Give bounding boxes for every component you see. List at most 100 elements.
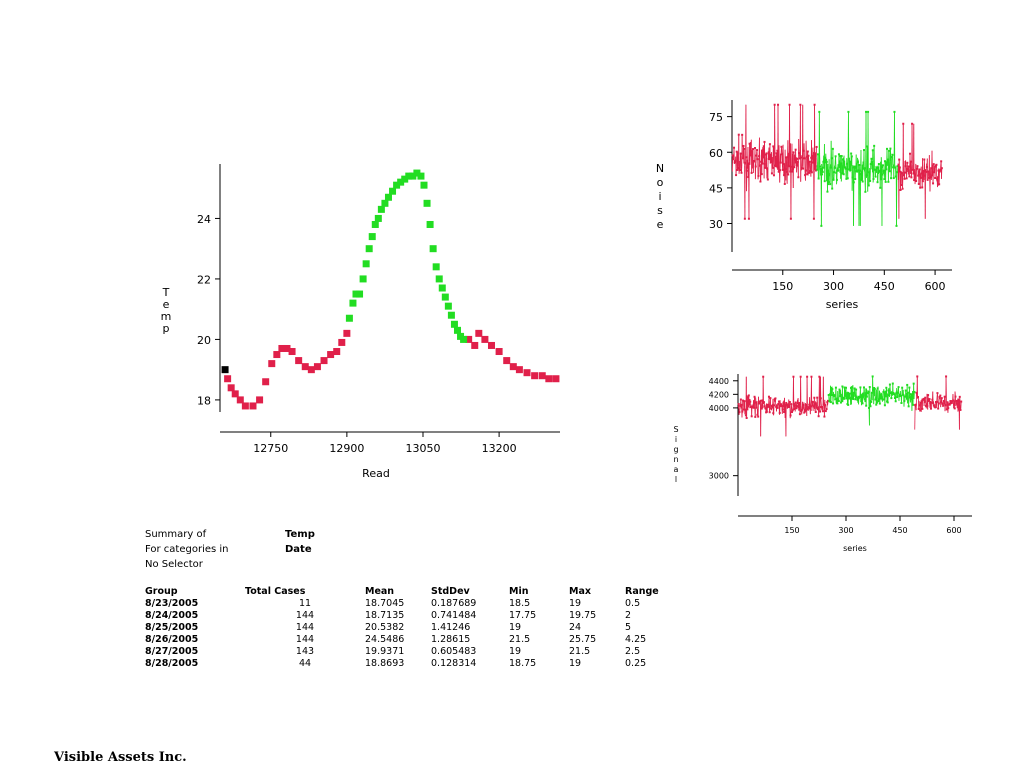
- series-point: [749, 154, 752, 157]
- series-point: [763, 405, 766, 408]
- cell-group: 8/26/2005: [145, 634, 199, 645]
- series-point: [812, 405, 815, 408]
- col-min: Min: [509, 585, 529, 597]
- cell-stddev: 0.187689: [431, 598, 477, 609]
- series-point: [904, 395, 907, 398]
- series-point: [849, 397, 852, 400]
- series-point: [826, 190, 829, 193]
- series-point: [756, 149, 759, 152]
- col-max: Max: [569, 585, 591, 597]
- series-point: [868, 406, 871, 409]
- series-point: [816, 153, 819, 156]
- y-axis-title-letter: N: [656, 162, 664, 175]
- series-point: [750, 171, 753, 174]
- series-point: [950, 401, 953, 404]
- y-axis-title-letter: i: [675, 435, 677, 444]
- series-point: [946, 401, 949, 404]
- series-point: [852, 166, 855, 169]
- col-total-cases: Total Cases: [245, 585, 306, 597]
- series-point: [739, 169, 742, 172]
- series-point: [923, 158, 926, 161]
- cell-total-cases: 44: [298, 658, 312, 669]
- series-point: [815, 145, 818, 148]
- series-point: [765, 152, 768, 155]
- series-point: [914, 403, 917, 406]
- series-point: [927, 170, 930, 173]
- cell-min: 18.75: [509, 658, 537, 669]
- series-point: [765, 410, 768, 413]
- series-point: [813, 103, 816, 106]
- data-point: [405, 172, 413, 180]
- series-point: [953, 407, 956, 410]
- data-point: [371, 220, 379, 228]
- data-point: [438, 284, 446, 292]
- x-tick-label: 12750: [253, 442, 288, 455]
- series-point: [821, 406, 824, 409]
- table-row: 8/28/2005 44 18.8693 0.128314 18.75 19 0…: [145, 658, 675, 670]
- series-point: [815, 406, 818, 409]
- series-point: [940, 160, 943, 163]
- temp-series: [224, 329, 560, 410]
- series-point: [773, 103, 776, 106]
- series-point: [903, 400, 906, 403]
- series-point: [825, 408, 828, 411]
- data-point: [320, 357, 328, 365]
- data-point: [447, 311, 455, 319]
- series-point: [884, 390, 887, 393]
- y-tick-label: 18: [197, 394, 211, 407]
- series-point: [922, 169, 925, 172]
- series-point: [919, 186, 922, 189]
- series-point: [881, 398, 884, 401]
- series-point: [801, 406, 804, 409]
- series-point: [791, 411, 793, 414]
- x-tick-label: 600: [925, 280, 946, 293]
- data-point: [278, 344, 286, 352]
- data-point: [227, 384, 235, 392]
- series-point: [786, 403, 789, 406]
- x-tick-label: 13050: [405, 442, 440, 455]
- y-tick-label: 75: [709, 111, 723, 124]
- series-point: [885, 168, 888, 171]
- series-point: [915, 180, 918, 183]
- series-point: [913, 390, 916, 393]
- series-point: [785, 401, 788, 404]
- col-stddev: StdDev: [431, 585, 470, 597]
- series-point: [905, 177, 908, 180]
- series-point: [893, 397, 896, 400]
- data-point: [417, 172, 425, 180]
- table-row: 8/23/2005 11 18.7045 0.187689 18.5 19 0.…: [145, 598, 675, 610]
- data-point: [338, 338, 346, 346]
- data-point: [221, 366, 229, 374]
- series-point: [891, 382, 894, 385]
- data-point: [426, 220, 434, 228]
- y-tick-label: 45: [709, 182, 723, 195]
- y-axis-title-letter: e: [657, 218, 664, 231]
- series-point: [760, 160, 763, 163]
- series-point: [858, 163, 861, 166]
- y-axis-title-letter: S: [673, 425, 678, 434]
- series-point: [897, 163, 900, 166]
- series-point: [830, 393, 833, 396]
- series-point: [863, 398, 866, 401]
- data-point: [420, 181, 428, 189]
- x-axis-title: series: [826, 298, 859, 311]
- series-point: [762, 145, 765, 148]
- series-point: [866, 145, 869, 148]
- data-point: [460, 335, 468, 343]
- series-point: [732, 158, 735, 161]
- series-point: [926, 178, 929, 181]
- series-point: [762, 148, 765, 151]
- series-point: [776, 406, 779, 409]
- cell-min: 17.75: [509, 610, 537, 621]
- table-row: 8/25/2005 144 20.5382 1.41246 19 24 5: [145, 622, 675, 634]
- x-tick-label: 450: [874, 280, 895, 293]
- table-row: 8/26/2005 144 24.5486 1.28615 21.5 25.75…: [145, 634, 675, 646]
- cell-stddev: 0.128314: [431, 658, 477, 669]
- summary-of-label: Summary of: [145, 529, 207, 540]
- series-point: [925, 170, 928, 173]
- series-point: [860, 396, 863, 399]
- series-point: [735, 174, 738, 177]
- series-point: [941, 402, 944, 405]
